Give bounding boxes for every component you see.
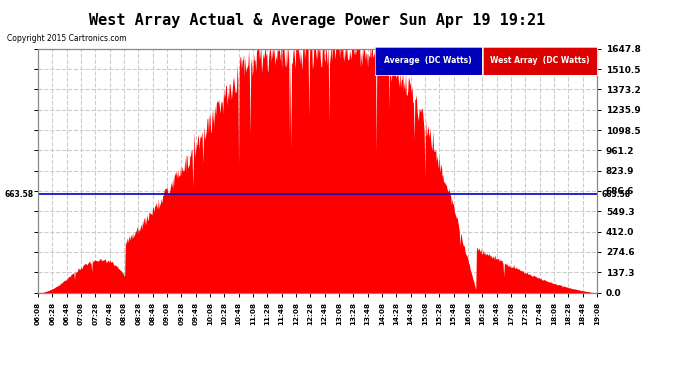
Text: Average  (DC Watts): Average (DC Watts) [384,57,472,65]
Text: Copyright 2015 Cartronics.com: Copyright 2015 Cartronics.com [7,34,126,43]
Text: 663.58: 663.58 [601,190,631,199]
Text: West Array Actual & Average Power Sun Apr 19 19:21: West Array Actual & Average Power Sun Ap… [89,13,546,28]
Text: West Array  (DC Watts): West Array (DC Watts) [490,57,590,65]
Text: 663.58: 663.58 [4,190,34,199]
